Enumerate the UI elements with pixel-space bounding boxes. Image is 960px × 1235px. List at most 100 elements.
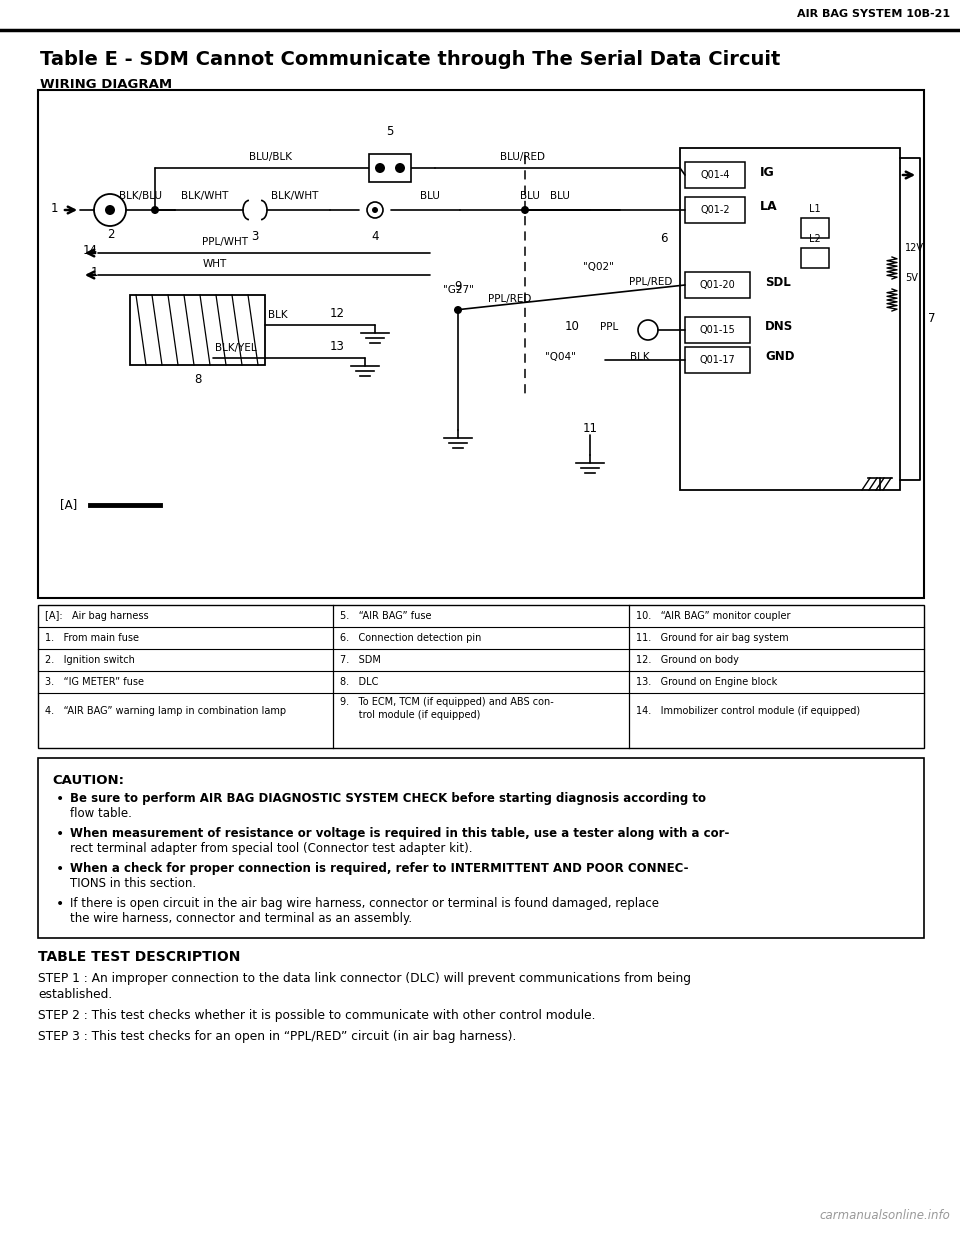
- Bar: [38, 90, 924, 598]
- Text: WHT: WHT: [203, 259, 228, 269]
- Text: L1: L1: [809, 204, 821, 214]
- Text: 9.   To ECM, TCM (if equipped) and ABS con-: 9. To ECM, TCM (if equipped) and ABS con…: [341, 697, 554, 706]
- Bar: [130, 295, 265, 366]
- Text: CAUTION:: CAUTION:: [52, 774, 124, 787]
- Text: 12V: 12V: [905, 243, 924, 253]
- Text: BLU/RED: BLU/RED: [500, 152, 545, 162]
- Bar: [38, 605, 924, 748]
- Bar: [369, 154, 411, 182]
- Circle shape: [375, 163, 385, 173]
- Text: 5.   “AIR BAG” fuse: 5. “AIR BAG” fuse: [341, 611, 432, 621]
- Text: 4: 4: [372, 230, 379, 243]
- Circle shape: [105, 205, 115, 215]
- Bar: [801, 219, 829, 238]
- Text: BLU/BLK: BLU/BLK: [249, 152, 292, 162]
- Text: 6: 6: [660, 231, 668, 245]
- Text: 6.   Connection detection pin: 6. Connection detection pin: [341, 634, 482, 643]
- Text: 13: 13: [330, 340, 345, 353]
- Text: "Q04": "Q04": [544, 352, 575, 362]
- Text: established.: established.: [38, 988, 112, 1002]
- Bar: [680, 148, 900, 490]
- Text: Q01-15: Q01-15: [699, 325, 734, 335]
- Text: 5V: 5V: [905, 273, 918, 283]
- Bar: [685, 317, 750, 343]
- Text: BLK: BLK: [268, 310, 288, 320]
- Circle shape: [454, 306, 462, 314]
- Circle shape: [372, 207, 378, 212]
- Text: [A]: [A]: [60, 499, 77, 511]
- Text: 14: 14: [83, 243, 98, 257]
- Text: "G27": "G27": [443, 285, 473, 295]
- Text: •: •: [56, 792, 64, 806]
- Text: 3.   “IG METER” fuse: 3. “IG METER” fuse: [45, 677, 144, 687]
- Text: If there is open circuit in the air bag wire harness, connector or terminal is f: If there is open circuit in the air bag …: [70, 897, 659, 910]
- Text: "Q02": "Q02": [583, 262, 613, 272]
- Text: 1: 1: [51, 201, 58, 215]
- Text: flow table.: flow table.: [70, 806, 132, 820]
- Text: 7: 7: [928, 311, 935, 325]
- Text: 12.   Ground on body: 12. Ground on body: [636, 655, 738, 664]
- Text: TIONS in this section.: TIONS in this section.: [70, 877, 196, 890]
- Text: •: •: [56, 897, 64, 911]
- Bar: [38, 758, 924, 939]
- Text: BLK/WHT: BLK/WHT: [181, 191, 228, 201]
- Text: 2.   Ignition switch: 2. Ignition switch: [45, 655, 134, 664]
- Text: PPL/WHT: PPL/WHT: [202, 237, 248, 247]
- Text: 5: 5: [386, 125, 394, 138]
- Text: 2: 2: [108, 228, 115, 241]
- Text: 1: 1: [90, 266, 98, 279]
- Text: BLK/BLU: BLK/BLU: [118, 191, 161, 201]
- Text: L2: L2: [809, 233, 821, 245]
- Bar: [685, 347, 750, 373]
- Text: Table E - SDM Cannot Communicate through The Serial Data Circuit: Table E - SDM Cannot Communicate through…: [40, 49, 780, 69]
- Circle shape: [151, 206, 159, 214]
- Text: BLK/WHT: BLK/WHT: [272, 191, 319, 201]
- Text: BLK: BLK: [630, 352, 650, 362]
- Text: LA: LA: [760, 200, 778, 214]
- Text: BLU: BLU: [520, 191, 540, 201]
- Text: 9: 9: [454, 280, 462, 293]
- Text: TABLE TEST DESCRIPTION: TABLE TEST DESCRIPTION: [38, 950, 240, 965]
- Text: AIR BAG SYSTEM 10B-21: AIR BAG SYSTEM 10B-21: [797, 9, 950, 19]
- Text: STEP 3 : This test checks for an open in “PPL/RED” circuit (in air bag harness).: STEP 3 : This test checks for an open in…: [38, 1030, 516, 1044]
- Text: SDL: SDL: [765, 275, 791, 289]
- Text: the wire harness, connector and terminal as an assembly.: the wire harness, connector and terminal…: [70, 911, 412, 925]
- Text: 13.   Ground on Engine block: 13. Ground on Engine block: [636, 677, 777, 687]
- Text: 8: 8: [194, 373, 202, 387]
- Text: Be sure to perform AIR BAG DIAGNOSTIC SYSTEM CHECK before starting diagnosis acc: Be sure to perform AIR BAG DIAGNOSTIC SY…: [70, 792, 706, 805]
- Text: IG: IG: [760, 165, 775, 179]
- Text: 1.   From main fuse: 1. From main fuse: [45, 634, 139, 643]
- Text: carmanualsonline.info: carmanualsonline.info: [819, 1209, 950, 1221]
- Text: trol module (if equipped): trol module (if equipped): [341, 710, 481, 720]
- Text: •: •: [56, 862, 64, 876]
- Text: Q01-20: Q01-20: [699, 280, 734, 290]
- Text: STEP 1 : An improper connection to the data link connector (DLC) will prevent co: STEP 1 : An improper connection to the d…: [38, 972, 691, 986]
- Text: 3: 3: [252, 230, 258, 243]
- Text: 10: 10: [565, 321, 580, 333]
- Text: 11.   Ground for air bag system: 11. Ground for air bag system: [636, 634, 788, 643]
- Text: GND: GND: [765, 351, 795, 363]
- Text: When measurement of resistance or voltage is required in this table, use a teste: When measurement of resistance or voltag…: [70, 827, 730, 840]
- Text: BLU: BLU: [550, 191, 570, 201]
- Text: 10.   “AIR BAG” monitor coupler: 10. “AIR BAG” monitor coupler: [636, 611, 790, 621]
- Text: 12: 12: [330, 308, 345, 320]
- Text: PPL: PPL: [600, 322, 618, 332]
- Text: Q01-2: Q01-2: [700, 205, 730, 215]
- Text: DNS: DNS: [765, 321, 793, 333]
- Text: rect terminal adapter from special tool (Connector test adapter kit).: rect terminal adapter from special tool …: [70, 842, 472, 855]
- Text: BLU: BLU: [420, 191, 440, 201]
- Text: 8.   DLC: 8. DLC: [341, 677, 378, 687]
- Text: •: •: [56, 827, 64, 841]
- Text: 14.   Immobilizer control module (if equipped): 14. Immobilizer control module (if equip…: [636, 705, 860, 715]
- Text: 7.   SDM: 7. SDM: [341, 655, 381, 664]
- Text: WIRING DIAGRAM: WIRING DIAGRAM: [40, 78, 172, 91]
- Text: 4.   “AIR BAG” warning lamp in combination lamp: 4. “AIR BAG” warning lamp in combination…: [45, 705, 286, 715]
- Text: PPL/RED: PPL/RED: [489, 294, 532, 304]
- Circle shape: [395, 163, 405, 173]
- Circle shape: [521, 206, 529, 214]
- Text: PPL/RED: PPL/RED: [629, 277, 672, 287]
- Bar: [685, 272, 750, 298]
- Bar: [801, 248, 829, 268]
- Text: BLK/YEL: BLK/YEL: [215, 343, 256, 353]
- Text: [A]:   Air bag harness: [A]: Air bag harness: [45, 611, 149, 621]
